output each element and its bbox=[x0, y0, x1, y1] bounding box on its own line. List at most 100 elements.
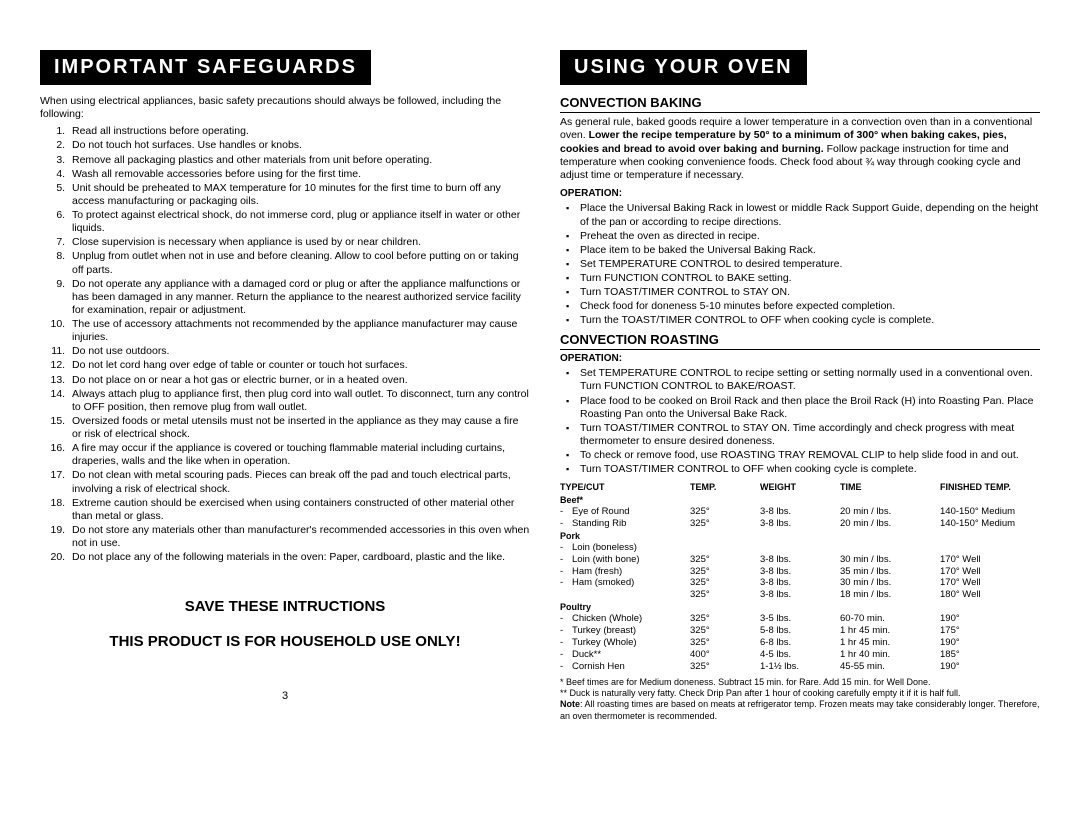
right-column: USING YOUR OVEN CONVECTION BAKING As gen… bbox=[560, 50, 1040, 814]
table-cell: 325° bbox=[690, 518, 760, 530]
table-cell: 140-150° Medium bbox=[940, 518, 1040, 530]
baking-op-item: Preheat the oven as directed in recipe. bbox=[580, 230, 1040, 243]
table-cell: 3-8 lbs. bbox=[760, 554, 840, 566]
safeguard-item: Unit should be preheated to MAX temperat… bbox=[68, 182, 530, 208]
safeguard-item: Do not touch hot surfaces. Use handles o… bbox=[68, 139, 530, 152]
table-cell: Ham (smoked) bbox=[560, 577, 690, 589]
table-cell: 325° bbox=[690, 566, 760, 578]
table-cell: 20 min / lbs. bbox=[840, 506, 940, 518]
table-cell: Turkey (Whole) bbox=[560, 637, 690, 649]
table-cell: 35 min / lbs. bbox=[840, 566, 940, 578]
safeguards-header: IMPORTANT SAFEGUARDS bbox=[40, 50, 371, 85]
table-cell: 190° bbox=[940, 661, 1040, 673]
table-cell: 325° bbox=[690, 577, 760, 589]
table-cell: Cornish Hen bbox=[560, 661, 690, 673]
safeguard-item: A fire may occur if the appliance is cov… bbox=[68, 442, 530, 468]
table-row: Duck**400°4-5 lbs.1 hr 40 min.185° bbox=[560, 649, 1040, 661]
safeguard-item: Do not place on or near a hot gas or ele… bbox=[68, 374, 530, 387]
table-cell: 30 min / lbs. bbox=[840, 577, 940, 589]
table-cell: 325° bbox=[690, 506, 760, 518]
table-cell: 18 min / lbs. bbox=[840, 589, 940, 601]
table-cell bbox=[940, 542, 1040, 554]
save-instructions-block: SAVE THESE INTRUCTIONS THIS PRODUCT IS F… bbox=[40, 598, 530, 652]
table-row: Eye of Round325°3-8 lbs.20 min / lbs.140… bbox=[560, 506, 1040, 518]
table-row: Cornish Hen325°1-1½ lbs.45-55 min.190° bbox=[560, 661, 1040, 673]
table-cell: 20 min / lbs. bbox=[840, 518, 940, 530]
footnote-duck: ** Duck is naturally very fatty. Check D… bbox=[560, 688, 1040, 699]
baking-op-item: Check food for doneness 5-10 minutes bef… bbox=[580, 300, 1040, 313]
table-row: Ham (fresh)325°3-8 lbs.35 min / lbs.170°… bbox=[560, 566, 1040, 578]
table-cell: 190° bbox=[940, 637, 1040, 649]
th-typecut: TYPE/CUT bbox=[560, 482, 690, 493]
baking-op-item: Turn the TOAST/TIMER CONTROL to OFF when… bbox=[580, 314, 1040, 327]
table-cell: 325° bbox=[690, 613, 760, 625]
table-cell: 3-8 lbs. bbox=[760, 506, 840, 518]
roasting-op-item: Turn TOAST/TIMER CONTROL to OFF when coo… bbox=[580, 463, 1040, 476]
safeguard-item: To protect against electrical shock, do … bbox=[68, 209, 530, 235]
roasting-operation-list: Set TEMPERATURE CONTROL to recipe settin… bbox=[560, 367, 1040, 476]
table-cell: Chicken (Whole) bbox=[560, 613, 690, 625]
table-cell: 1 hr 45 min. bbox=[840, 637, 940, 649]
table-cell: 170° Well bbox=[940, 577, 1040, 589]
table-row: Standing Rib325°3-8 lbs.20 min / lbs.140… bbox=[560, 518, 1040, 530]
safeguards-list: Read all instructions before operating.D… bbox=[40, 125, 530, 564]
note-label: Note bbox=[560, 699, 580, 709]
table-cell bbox=[690, 542, 760, 554]
safeguard-item: Unplug from outlet when not in use and b… bbox=[68, 250, 530, 276]
table-cell: 1 hr 45 min. bbox=[840, 625, 940, 637]
roasting-op-item: Place food to be cooked on Broil Rack an… bbox=[580, 395, 1040, 421]
table-cell bbox=[760, 542, 840, 554]
roasting-table: TYPE/CUT TEMP. WEIGHT TIME FINISHED TEMP… bbox=[560, 482, 1040, 673]
safeguard-item: Do not let cord hang over edge of table … bbox=[68, 359, 530, 372]
table-row: Chicken (Whole)325°3-5 lbs.60-70 min.190… bbox=[560, 613, 1040, 625]
save-instructions-line1: SAVE THESE INTRUCTIONS bbox=[40, 598, 530, 617]
left-column: IMPORTANT SAFEGUARDS When using electric… bbox=[40, 50, 530, 814]
table-cell: 6-8 lbs. bbox=[760, 637, 840, 649]
baking-op-item: Place the Universal Baking Rack in lowes… bbox=[580, 202, 1040, 228]
table-cell: Loin (boneless) bbox=[560, 542, 690, 554]
table-cell: 170° Well bbox=[940, 554, 1040, 566]
th-temp: TEMP. bbox=[690, 482, 760, 493]
table-cell: 1 hr 40 min. bbox=[840, 649, 940, 661]
table-cell: 3-8 lbs. bbox=[760, 589, 840, 601]
table-cell: 185° bbox=[940, 649, 1040, 661]
baking-op-item: Turn TOAST/TIMER CONTROL to STAY ON. bbox=[580, 286, 1040, 299]
roasting-op-item: To check or remove food, use ROASTING TR… bbox=[580, 449, 1040, 462]
safeguard-item: Always attach plug to appliance first, t… bbox=[68, 388, 530, 414]
table-cell: 30 min / lbs. bbox=[840, 554, 940, 566]
table-cell: Loin (with bone) bbox=[560, 554, 690, 566]
table-category: Poultry bbox=[560, 602, 1040, 613]
table-cell: 325° bbox=[690, 637, 760, 649]
table-cell: 325° bbox=[690, 661, 760, 673]
table-cell: 170° Well bbox=[940, 566, 1040, 578]
safeguard-item: Close supervision is necessary when appl… bbox=[68, 236, 530, 249]
safeguard-item: Do not store any materials other than ma… bbox=[68, 524, 530, 550]
table-category: Pork bbox=[560, 531, 1040, 542]
table-cell: Standing Rib bbox=[560, 518, 690, 530]
using-oven-header: USING YOUR OVEN bbox=[560, 50, 807, 85]
roasting-op-item: Turn TOAST/TIMER CONTROL to STAY ON. Tim… bbox=[580, 422, 1040, 448]
baking-operation-list: Place the Universal Baking Rack in lowes… bbox=[560, 202, 1040, 327]
table-cell: 400° bbox=[690, 649, 760, 661]
table-cell: 180° Well bbox=[940, 589, 1040, 601]
table-row: Loin (boneless) bbox=[560, 542, 1040, 554]
convection-baking-title: CONVECTION BAKING bbox=[560, 95, 1040, 113]
table-cell: 3-8 lbs. bbox=[760, 577, 840, 589]
table-cell bbox=[840, 542, 940, 554]
table-cell: 60-70 min. bbox=[840, 613, 940, 625]
footnote-note: Note: All roasting times are based on me… bbox=[560, 699, 1040, 722]
safeguard-item: Extreme caution should be exercised when… bbox=[68, 497, 530, 523]
roasting-operation-label: OPERATION: bbox=[560, 353, 1040, 366]
note-text: : All roasting times are based on meats … bbox=[560, 699, 1040, 720]
table-cell: 325° bbox=[690, 589, 760, 601]
table-cell: 3-5 lbs. bbox=[760, 613, 840, 625]
table-cell: 4-5 lbs. bbox=[760, 649, 840, 661]
table-cell: Ham (fresh) bbox=[560, 566, 690, 578]
table-cell: 45-55 min. bbox=[840, 661, 940, 673]
table-header-row: TYPE/CUT TEMP. WEIGHT TIME FINISHED TEMP… bbox=[560, 482, 1040, 493]
table-cell: 1-1½ lbs. bbox=[760, 661, 840, 673]
household-use-line: THIS PRODUCT IS FOR HOUSEHOLD USE ONLY! bbox=[40, 633, 530, 652]
th-weight: WEIGHT bbox=[760, 482, 840, 493]
baking-paragraph: As general rule, baked goods require a l… bbox=[560, 116, 1040, 182]
table-row: Ham (smoked)325°3-8 lbs.30 min / lbs.170… bbox=[560, 577, 1040, 589]
